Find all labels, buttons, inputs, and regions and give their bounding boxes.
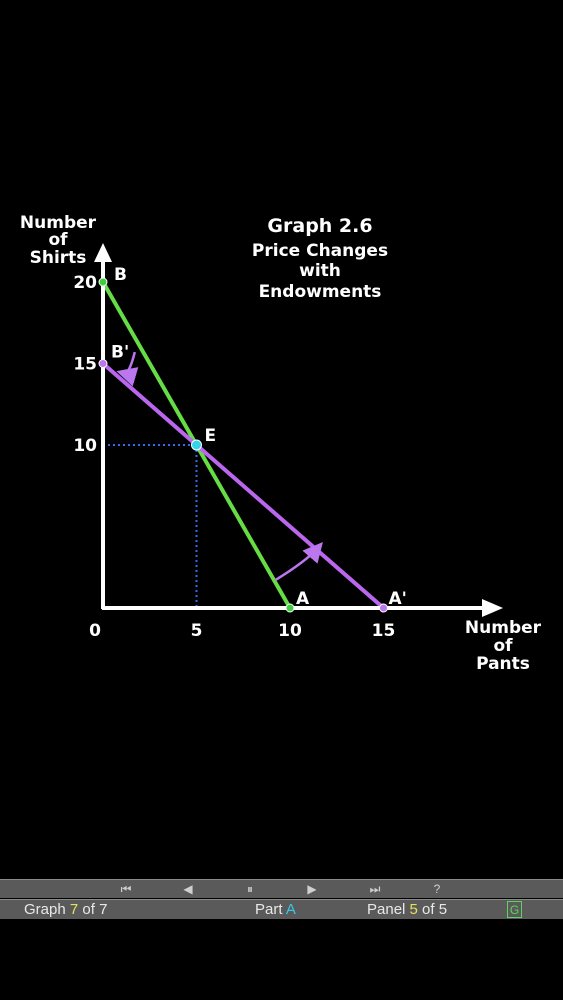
status-bar: Graph 7 of 7 Part A Panel 5 of 5 G bbox=[0, 899, 563, 919]
x-tick-10: 10 bbox=[278, 621, 302, 641]
panel-indicator: Panel 5 of 5 bbox=[367, 901, 447, 918]
first-button[interactable]: ⏮ bbox=[120, 881, 132, 896]
y-axis-label-line-1: Number bbox=[20, 213, 97, 233]
chart-subtitle-line-3: Endowments bbox=[259, 282, 382, 302]
panel-mid: of bbox=[417, 901, 439, 918]
point-label-e: E bbox=[205, 426, 217, 446]
point-a bbox=[285, 603, 295, 613]
x-axis-arrowhead bbox=[482, 599, 503, 617]
point-label-a-prime: A' bbox=[389, 589, 407, 609]
help-button[interactable]: ? bbox=[433, 882, 441, 896]
y-tick-15: 15 bbox=[73, 355, 97, 375]
x-tick-15: 15 bbox=[372, 621, 396, 641]
graph-total: 7 bbox=[99, 901, 108, 918]
y-axis-label-line-2: of bbox=[48, 230, 68, 250]
x-axis-label-line-1: Number bbox=[465, 618, 542, 638]
point-b-prime bbox=[98, 359, 108, 368]
graph-indicator: Graph 7 of 7 bbox=[24, 901, 107, 918]
part-indicator: Part A bbox=[255, 901, 296, 918]
chart-subtitle-line-1: Price Changes bbox=[252, 241, 388, 261]
panel-number: 5 bbox=[409, 901, 418, 918]
x-axis-label-line-3: Pants bbox=[476, 654, 530, 674]
pause-button[interactable]: ⏸ bbox=[246, 881, 253, 896]
part-prefix: Part bbox=[255, 901, 286, 918]
playback-controls: ⏮ ◀ ⏸ ▶ ⏭ ? bbox=[0, 879, 563, 898]
y-axis-label-line-3: Shirts bbox=[30, 248, 87, 268]
point-label-a: A bbox=[296, 589, 310, 609]
point-b bbox=[98, 277, 108, 287]
chart-title: Graph 2.6 bbox=[267, 215, 372, 237]
graph-prefix: Graph bbox=[24, 901, 70, 918]
x-tick-0: 0 bbox=[89, 621, 101, 641]
point-label-b: B bbox=[114, 265, 127, 285]
previous-button[interactable]: ◀ bbox=[183, 882, 193, 896]
panel-total: 5 bbox=[438, 901, 448, 918]
x-axis-label-line-2: of bbox=[493, 636, 513, 656]
graph-mid: of bbox=[78, 901, 100, 918]
swing-arrow-bottom bbox=[274, 542, 323, 582]
y-axis-arrowhead bbox=[94, 243, 112, 262]
y-tick-20: 20 bbox=[73, 273, 97, 293]
next-button[interactable]: ▶ bbox=[307, 882, 317, 896]
point-e bbox=[191, 439, 202, 451]
panel-prefix: Panel bbox=[367, 901, 410, 918]
point-label-b-prime: B' bbox=[111, 343, 129, 363]
chart-subtitle-line-2: with bbox=[299, 261, 341, 281]
y-tick-10: 10 bbox=[73, 436, 97, 456]
graph-number: 7 bbox=[69, 901, 79, 918]
part-value: A bbox=[285, 901, 296, 918]
x-tick-5: 5 bbox=[191, 621, 203, 641]
last-button[interactable]: ⏭ bbox=[369, 881, 381, 896]
point-a-prime bbox=[379, 603, 388, 613]
budget-line-2 bbox=[101, 361, 386, 610]
graph-menu-button[interactable]: G bbox=[507, 901, 522, 918]
swing-arrow-top bbox=[116, 351, 139, 387]
price-change-chart: BAB'A'E0 5 10 15201510NumberofShirtsNumbero… bbox=[20, 213, 542, 674]
